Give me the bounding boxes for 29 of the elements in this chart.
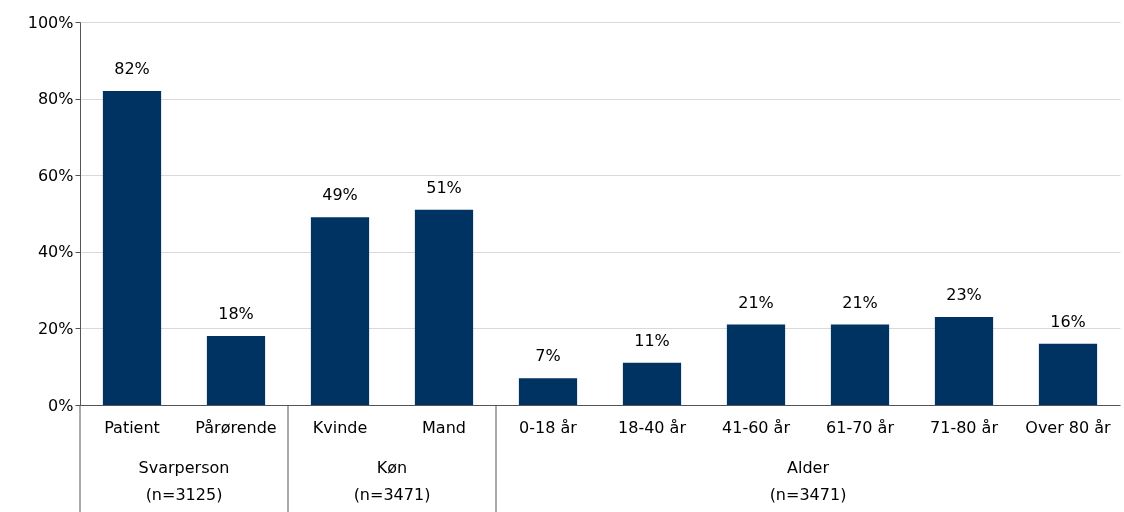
- y-tick-label: 80%: [37, 89, 74, 109]
- x-tick-label: Pårørende: [195, 417, 277, 437]
- data-label: 18%: [218, 304, 254, 324]
- x-tick-label: 0-18 år: [519, 417, 578, 437]
- x-tick-label: Kvinde: [312, 417, 368, 437]
- x-tick-label: Mand: [422, 417, 466, 437]
- x-tick-label: 61-70 år: [826, 417, 895, 437]
- y-tick-label: 0%: [48, 395, 74, 415]
- text: Køn (n=3471): [353, 458, 431, 504]
- text: Svarperson (n=3125): [138, 458, 230, 504]
- data-label: 16%: [1050, 311, 1086, 331]
- data-label: 11%: [634, 330, 670, 350]
- data-label: 21%: [738, 292, 774, 312]
- data-label: 51%: [426, 177, 462, 197]
- x-tick-label: Patient: [104, 417, 160, 437]
- x-tick-label: 41-60 år: [722, 417, 791, 437]
- data-label: 21%: [842, 292, 878, 312]
- y-tick-label: 60%: [37, 165, 74, 185]
- x-tick-label: Over 80 år: [1025, 417, 1112, 437]
- y-tick-label: 40%: [37, 242, 74, 262]
- data-label: 23%: [946, 284, 982, 304]
- data-label: 7%: [535, 346, 561, 366]
- data-label: 49%: [322, 185, 358, 205]
- text: Alder (n=3471): [769, 458, 847, 504]
- y-tick-label: 100%: [27, 12, 74, 32]
- x-tick-label: 18-40 år: [618, 417, 687, 437]
- data-label: 82%: [114, 58, 150, 78]
- x-tick-label: 71-80 år: [930, 417, 999, 437]
- y-tick-label: 20%: [37, 318, 74, 338]
